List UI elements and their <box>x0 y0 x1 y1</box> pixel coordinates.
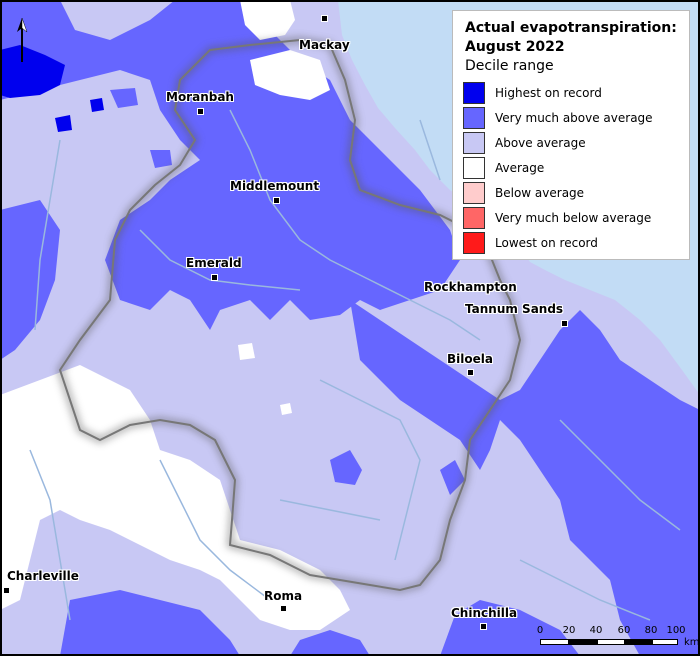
town-label-emerald: Emerald <box>186 256 242 270</box>
legend-swatch <box>463 156 485 179</box>
legend-title-line2: August 2022 <box>465 39 565 55</box>
legend-item: Highest on record <box>463 80 679 105</box>
map-legend: Actual evapotranspiration: August 2022 D… <box>452 10 690 260</box>
legend-item-label: Very much below average <box>495 210 652 225</box>
scale-segment <box>540 639 569 645</box>
scale-tick: 100 <box>666 625 686 636</box>
town-label-biloela: Biloela <box>447 352 493 366</box>
legend-title-line1: Actual evapotranspiration: <box>465 20 677 36</box>
town-dot-mackay <box>321 15 328 22</box>
town-dot-emerald <box>211 274 218 281</box>
town-label-rockhampton: Rockhampton <box>424 280 517 294</box>
legend-item: Below average <box>463 180 679 205</box>
town-dot-biloela <box>467 369 474 376</box>
legend-swatch <box>463 106 485 129</box>
town-dot-moranbah <box>197 108 204 115</box>
scale-tick: 20 <box>562 625 576 636</box>
basin-boundary <box>58 38 522 592</box>
town-label-tannum-sands: Tannum Sands <box>465 302 564 316</box>
legend-item: Very much below average <box>463 205 679 230</box>
scale-segment <box>597 639 625 645</box>
legend-swatch <box>463 131 485 154</box>
town-label-chinchilla: Chinchilla <box>451 606 518 620</box>
legend-item: Above average <box>463 130 679 155</box>
legend-swatch <box>463 206 485 229</box>
legend-item: Average <box>463 155 679 180</box>
scale-tick: 0 <box>536 625 544 636</box>
legend-item: Very much above average <box>463 105 679 130</box>
scale-segment <box>569 639 597 645</box>
legend-item-label: Lowest on record <box>495 235 598 250</box>
legend-item-label: Above average <box>495 135 586 150</box>
scale-tick: 80 <box>644 625 658 636</box>
legend-swatch <box>463 81 485 104</box>
legend-item-label: Highest on record <box>495 85 602 100</box>
legend-item: Lowest on record <box>463 230 679 255</box>
highest-on-record-areas <box>0 45 104 132</box>
scale-unit: km <box>684 637 700 648</box>
legend-item-label: Below average <box>495 185 585 200</box>
town-dot-tannum-sands <box>561 320 568 327</box>
north-arrow-icon <box>17 18 28 62</box>
scale-tick: 40 <box>589 625 603 636</box>
scale-segment <box>652 639 678 645</box>
town-label-roma: Roma <box>264 589 303 603</box>
scale-bar: 0 20 40 60 80 100 km <box>536 625 700 649</box>
scale-segment <box>625 639 652 645</box>
town-dot-roma <box>280 605 287 612</box>
legend-item-label: Very much above average <box>495 110 653 125</box>
legend-item-label: Average <box>495 160 545 175</box>
town-label-mackay: Mackay <box>299 38 350 52</box>
rivers <box>29 109 681 621</box>
legend-swatch <box>463 181 485 204</box>
town-label-moranbah: Moranbah <box>166 90 234 104</box>
town-dot-chinchilla <box>480 623 487 630</box>
town-label-charleville: Charleville <box>7 569 79 583</box>
legend-items: Highest on record Very much above averag… <box>463 80 679 255</box>
scale-tick: 60 <box>617 625 631 636</box>
town-dot-charleville <box>3 587 10 594</box>
town-dot-middlemount <box>273 197 280 204</box>
town-label-middlemount: Middlemount <box>230 179 320 193</box>
legend-swatch <box>463 231 485 254</box>
legend-subtitle: Decile range <box>465 58 554 74</box>
